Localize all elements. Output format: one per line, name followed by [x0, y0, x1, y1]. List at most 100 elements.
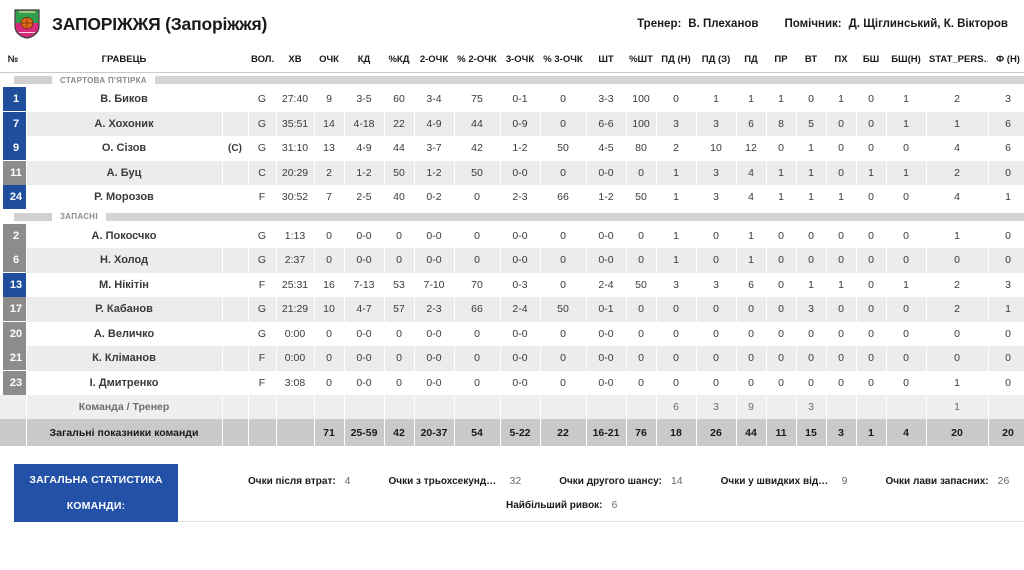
team-coach-row-label: Команда / Тренер [26, 395, 222, 419]
col-player[interactable]: ГРАВЕЦЬ [26, 48, 222, 73]
player-name[interactable]: І. Дмитренко [26, 370, 222, 395]
player-name[interactable]: Р. Морозов [26, 185, 222, 210]
col-ft[interactable]: ШТ [586, 48, 626, 73]
player-name[interactable]: А. Хохоник [26, 111, 222, 136]
col-points[interactable]: ОЧК [314, 48, 344, 73]
team-coach-row-steals [826, 395, 856, 419]
col-ft-pct[interactable]: %ШТ [626, 48, 656, 73]
cell-assists: 0 [765, 297, 796, 322]
section-rail [154, 76, 1024, 84]
cell-dreb: 3 [695, 111, 736, 136]
summary-title-line2: КОМАНДИ: [66, 500, 126, 512]
cell-turnovers: 0 [795, 346, 826, 371]
cell-points: 0 [313, 223, 344, 248]
cell-stat-pers: 2 [925, 87, 988, 112]
col-steals[interactable]: ПХ [826, 48, 856, 73]
header-row: № ГРАВЕЦЬ ВОЛ. ХВ ОЧК КД %КД 2-ОЧК % 2-О… [0, 48, 1024, 73]
col-fg-pct[interactable]: %КД [384, 48, 414, 73]
cell-2pt: 7-10 [413, 272, 454, 297]
table-row[interactable]: 6 Н. Холод G 2:37 0 0-0 0 0-0 0 0-0 0 0-0 0 1 0 1 0 0 0 0 0 0… [0, 248, 1024, 273]
col-oreb[interactable]: ПД (Н) [656, 48, 696, 73]
table-row[interactable]: 13 М. Нікітін F 25:31 16 7-13 53 7-10 70 0-3 0 2-4 5… [0, 272, 1024, 297]
cell-blocks: 0 [855, 248, 886, 273]
col-reb[interactable]: ПД [736, 48, 766, 73]
player-name[interactable]: А. Буц [26, 160, 222, 185]
cell-2pt: 4-9 [413, 111, 454, 136]
cell-steals: 1 [825, 185, 856, 210]
cell-turnovers: 0 [795, 87, 826, 112]
cell-oreb: 0 [655, 297, 696, 322]
cell-blocks: 0 [855, 136, 886, 161]
cell-2pt: 0-0 [413, 248, 454, 273]
col-2pt-pct[interactable]: % 2-ОЧК [454, 48, 500, 73]
cell-fg: 0-0 [343, 321, 384, 346]
cell-3pt: 0-3 [499, 272, 540, 297]
team-coach-row-fouls-drawn [988, 395, 1024, 419]
cell-reb: 1 [735, 248, 766, 273]
team-coach-row: Команда / Тренер 6 3 9 3 1 [0, 395, 1024, 419]
cell-stat-pers: 2 [925, 272, 988, 297]
col-blocks-against[interactable]: БШ(Н) [886, 48, 926, 73]
cell-position: F [247, 346, 276, 371]
player-number-cell: 11 [0, 160, 26, 185]
col-3pt[interactable]: 3-ОЧК [500, 48, 540, 73]
col-fouls-drawn[interactable]: Ф (Н) [988, 48, 1024, 73]
table-row[interactable]: 21 К. Кліманов F 0:00 0 0-0 0 0-0 0 0-0 0 0-0 0 0 0 0 0 0… [0, 346, 1024, 371]
col-assists[interactable]: ПР [766, 48, 796, 73]
cell-3pt: 0-0 [499, 346, 540, 371]
cell-3pt: 1-2 [499, 136, 540, 161]
cell-position: G [247, 321, 276, 346]
cell-points: 10 [313, 297, 344, 322]
summary-cap-cell [222, 395, 248, 419]
player-name[interactable]: А. Покосчко [26, 223, 222, 248]
player-name[interactable]: Р. Кабанов [26, 297, 222, 322]
cell-3pt: 0-0 [499, 223, 540, 248]
table-row[interactable]: 11 А. Буц C 20:29 2 1-2 50 1-2 50 0-0 0 0-0 0 1 3 4 1 1 0 1… [0, 160, 1024, 185]
player-name[interactable]: Н. Холод [26, 248, 222, 273]
cell-2pt-pct: 70 [453, 272, 500, 297]
cell-minutes: 21:29 [275, 297, 314, 322]
col-blocks[interactable]: БШ [856, 48, 886, 73]
player-name[interactable]: М. Нікітін [26, 272, 222, 297]
box-score-table: № ГРАВЕЦЬ ВОЛ. ХВ ОЧК КД %КД 2-ОЧК % 2-О… [0, 48, 1024, 446]
cell-turnovers: 0 [795, 370, 826, 395]
player-name[interactable]: В. Биков [26, 87, 222, 112]
table-row[interactable]: 1 В. Биков G 27:40 9 3-5 60 3-4 75 0-1 0 3-3 100 0 1 1 1… [0, 87, 1024, 112]
cell-fouls-drawn: 1 [987, 297, 1024, 322]
cell-dreb: 3 [695, 185, 736, 210]
cell-2pt-pct: 66 [453, 297, 500, 322]
cell-blocks: 0 [855, 223, 886, 248]
col-fg[interactable]: КД [344, 48, 384, 73]
cell-ft: 0-0 [585, 321, 626, 346]
cell-assists: 8 [765, 111, 796, 136]
cell-turnovers: 1 [795, 136, 826, 161]
cell-stat-pers: 4 [925, 136, 988, 161]
col-number[interactable]: № [0, 48, 26, 73]
cell-dreb: 10 [695, 136, 736, 161]
cell-fg: 0-0 [343, 223, 384, 248]
table-row[interactable]: 23 І. Дмитренко F 3:08 0 0-0 0 0-0 0 0-0 0 0-0 0 0 0 0 0… [0, 370, 1024, 395]
table-row[interactable]: 2 А. Покосчко G 1:13 0 0-0 0 0-0 0 0-0 0 0-0 0 1 0 1 0 0 0… [0, 223, 1024, 248]
col-turnovers[interactable]: ВТ [796, 48, 826, 73]
cell-fouls-drawn: 6 [987, 136, 1024, 161]
table-row[interactable]: 9 О. Сізов (C) G 31:10 13 4-9 44 3-7 42 1-2 50 4-5 80… [0, 136, 1024, 161]
table-row[interactable]: 20 А. Величко G 0:00 0 0-0 0 0-0 0 0-0 0 0-0 0 0 0 0 0 0 0… [0, 321, 1024, 346]
col-3pt-pct[interactable]: % 3-ОЧК [540, 48, 586, 73]
cell-blocks: 0 [855, 272, 886, 297]
table-row[interactable]: 7 А. Хохоник G 35:51 14 4-18 22 4-9 44 0-9 0 6-6 100… [0, 111, 1024, 136]
cell-fg-pct: 60 [383, 87, 414, 112]
cell-turnovers: 1 [795, 160, 826, 185]
player-name[interactable]: А. Величко [26, 321, 222, 346]
player-name[interactable]: О. Сізов [26, 136, 222, 161]
cell-stat-pers: 4 [925, 185, 988, 210]
table-row[interactable]: 24 Р. Морозов F 30:52 7 2-5 40 0-2 0 2-3 66 1-2 50 1 3… [0, 185, 1024, 210]
col-dreb[interactable]: ПД (З) [696, 48, 736, 73]
cell-3pt-pct: 0 [539, 321, 586, 346]
cell-dreb: 0 [695, 248, 736, 273]
col-position[interactable]: ВОЛ. [248, 48, 276, 73]
table-row[interactable]: 17 Р. Кабанов G 21:29 10 4-7 57 2-3 66 2-4 50 0-1 0 0… [0, 297, 1024, 322]
col-stat-pers[interactable]: STAT_PERS… [926, 48, 988, 73]
player-name[interactable]: К. Кліманов [26, 346, 222, 371]
col-minutes[interactable]: ХВ [276, 48, 314, 73]
col-2pt[interactable]: 2-ОЧК [414, 48, 454, 73]
